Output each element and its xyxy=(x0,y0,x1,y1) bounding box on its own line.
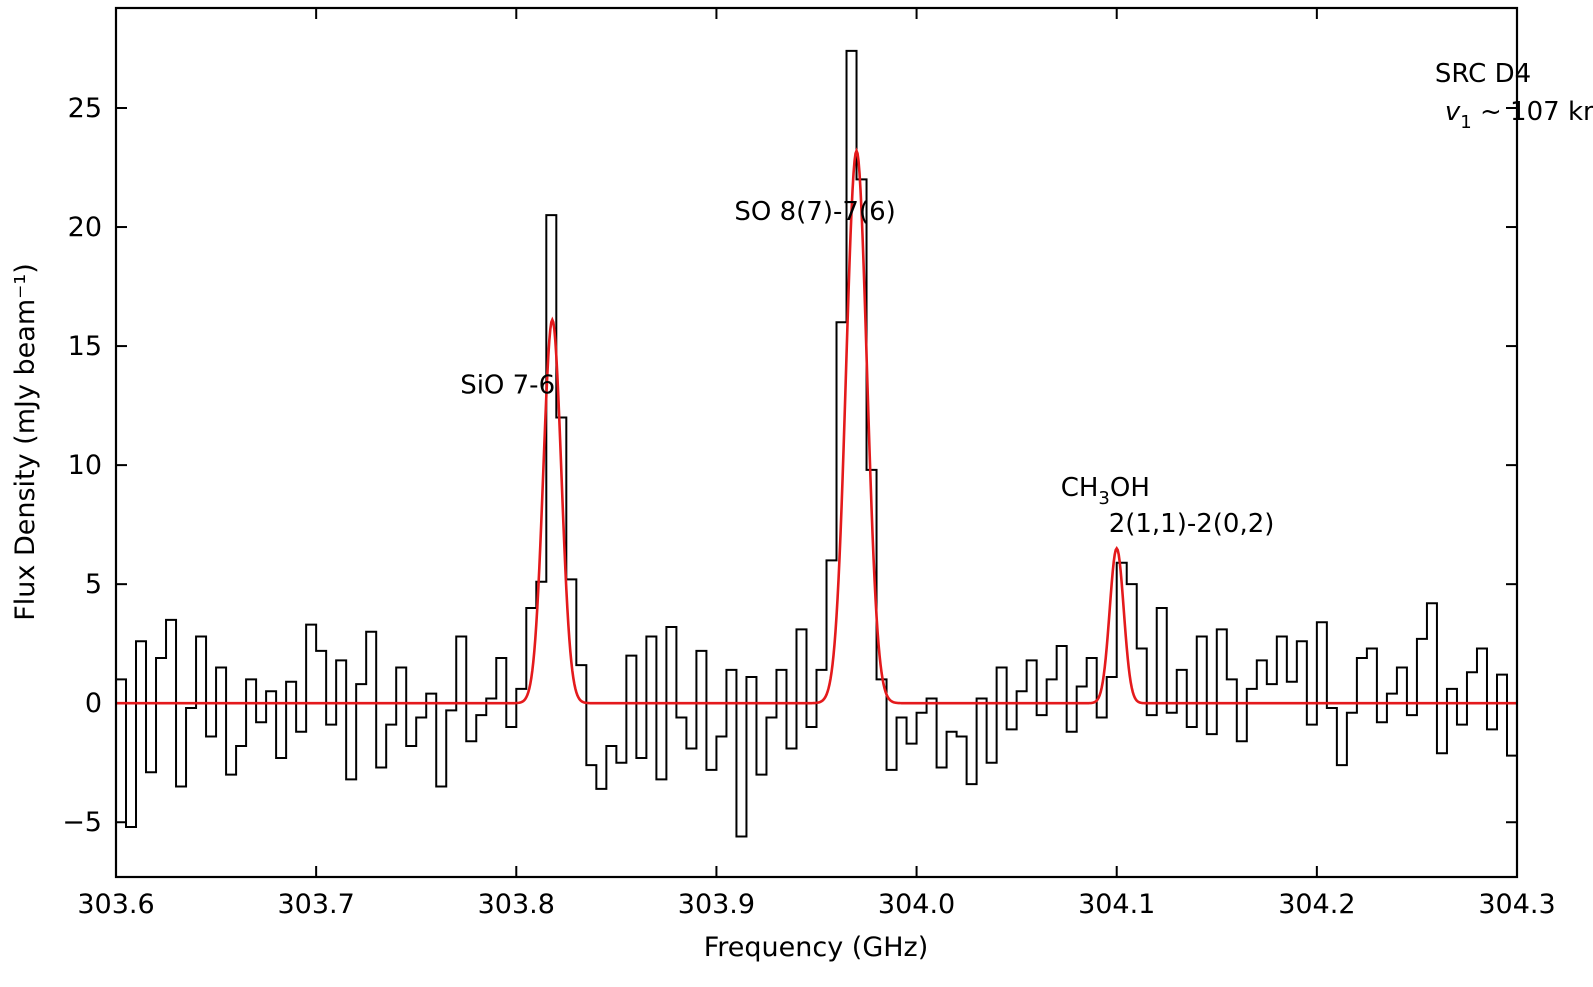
plot-frame xyxy=(114,6,1519,879)
annotation-source-name: SRC D4 xyxy=(1435,59,1531,89)
y-tick-label: 5 xyxy=(85,569,102,600)
y-tick-label: 20 xyxy=(68,212,102,243)
ch3oh-part-oh: OH xyxy=(1110,473,1150,503)
ch3oh-part-ch: CH xyxy=(1061,473,1099,503)
x-tick-label: 303.9 xyxy=(678,889,755,920)
y-tick-label: 25 xyxy=(68,93,102,124)
y-tick-label: −5 xyxy=(62,807,102,838)
annotation-sio-7-6: SiO 7-6 xyxy=(460,371,555,401)
x-tick-labels: 303.6 303.7 303.8 303.9 304.0 304.1 304.2 304.3 xyxy=(77,889,1555,920)
annotation-velocity: v1 ~ 107 km s−1 xyxy=(1445,92,1593,133)
y-tick-label: 15 xyxy=(68,331,102,362)
gaussian-fit-curve xyxy=(116,147,1517,705)
y-tick-label: 10 xyxy=(68,450,102,481)
velocity-subscript: 1 xyxy=(1460,112,1471,133)
ch3oh-subscript: 3 xyxy=(1098,488,1109,509)
x-tick-label: 304.3 xyxy=(1478,889,1555,920)
y-axis-label: Flux Density (mJy beam⁻¹) xyxy=(10,263,41,621)
velocity-value: ~ 107 km s xyxy=(1472,97,1593,127)
y-tick-labels: −5 0 5 10 15 20 25 xyxy=(62,93,102,838)
annotation-ch3oh-species: CH3OH xyxy=(1061,473,1150,509)
x-tick-label: 304.2 xyxy=(1278,889,1355,920)
x-tick-label: 304.0 xyxy=(878,889,955,920)
annotation-ch3oh-transition: 2(1,1)-2(0,2) xyxy=(1109,509,1275,539)
annotation-so-8-7: SO 8(7)-7(6) xyxy=(734,197,895,227)
x-tick-label: 303.7 xyxy=(277,889,354,920)
x-axis-label: Frequency (GHz) xyxy=(704,932,929,963)
x-tick-label: 304.1 xyxy=(1078,889,1155,920)
y-tick-label: 0 xyxy=(85,688,102,719)
axis-ticks xyxy=(115,8,1518,877)
velocity-symbol: v xyxy=(1445,97,1461,127)
x-tick-label: 303.6 xyxy=(77,889,154,920)
observed-spectrum-histogram xyxy=(116,49,1518,838)
x-tick-label: 303.8 xyxy=(478,889,555,920)
